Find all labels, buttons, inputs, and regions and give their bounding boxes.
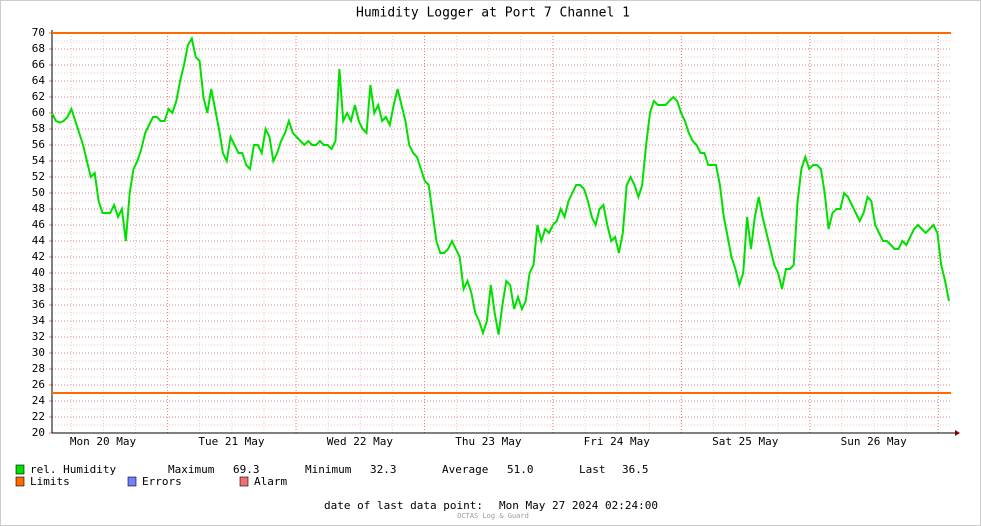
y-tick-label: 20 — [32, 426, 45, 439]
legend-label: Errors — [142, 475, 182, 488]
stat-label: Last — [579, 463, 606, 476]
axis-arrow — [955, 430, 960, 436]
stat-label: Maximum — [168, 463, 215, 476]
y-tick-label: 32 — [32, 330, 45, 343]
stat-value: 32.3 — [370, 463, 397, 476]
stat-label: Minimum — [305, 463, 352, 476]
credit: OCTAS Log & Guard — [457, 512, 529, 520]
y-tick-label: 40 — [32, 266, 45, 279]
legend-label: rel. Humidity — [30, 463, 116, 476]
y-tick-label: 70 — [32, 26, 45, 39]
y-tick-label: 26 — [32, 378, 45, 391]
y-tick-label: 62 — [32, 90, 45, 103]
y-tick-label: 24 — [32, 394, 46, 407]
stat-value: 69.3 — [233, 463, 260, 476]
y-tick-label: 34 — [32, 314, 46, 327]
y-tick-label: 64 — [32, 74, 46, 87]
chart-title: Humidity Logger at Port 7 Channel 1 — [356, 6, 630, 21]
footer-label: date of last data point: — [324, 499, 483, 512]
y-tick-label: 52 — [32, 170, 45, 183]
stat-value: 36.5 — [622, 463, 649, 476]
y-tick-label: 22 — [32, 410, 45, 423]
stat-label: Average — [442, 463, 488, 476]
y-tick-label: 44 — [32, 234, 46, 247]
x-tick-label: Sun 26 May — [841, 435, 908, 448]
legend-swatch — [239, 476, 249, 487]
stat-value: 51.0 — [507, 463, 534, 476]
x-tick-label: Tue 21 May — [198, 435, 265, 448]
y-tick-label: 54 — [32, 154, 46, 167]
x-tick-label: Wed 22 May — [327, 435, 394, 448]
data-line — [51, 35, 950, 337]
y-tick-label: 56 — [32, 138, 45, 151]
legend-label: Alarm — [254, 475, 287, 488]
y-tick-label: 46 — [32, 218, 45, 231]
y-tick-label: 36 — [32, 298, 45, 311]
y-tick-label: 58 — [32, 122, 45, 135]
y-tick-label: 66 — [32, 58, 45, 71]
x-tick-label: Sat 25 May — [712, 435, 779, 448]
x-tick-label: Fri 24 May — [584, 435, 651, 448]
y-tick-label: 68 — [32, 42, 45, 55]
y-tick-label: 50 — [32, 186, 45, 199]
legend-swatch — [15, 476, 25, 487]
y-tick-label: 48 — [32, 202, 45, 215]
plot-area — [52, 33, 951, 433]
legend-label: Limits — [30, 475, 70, 488]
y-tick-label: 42 — [32, 250, 45, 263]
x-tick-label: Mon 20 May — [70, 435, 137, 448]
y-tick-label: 60 — [32, 106, 45, 119]
legend-swatch — [15, 464, 25, 475]
x-tick-label: Thu 23 May — [455, 435, 522, 448]
y-tick-label: 30 — [32, 346, 45, 359]
footer-value: Mon May 27 2024 02:24:00 — [499, 499, 658, 512]
legend-swatch — [127, 476, 137, 487]
y-tick-label: 38 — [32, 282, 45, 295]
y-tick-label: 28 — [32, 362, 45, 375]
